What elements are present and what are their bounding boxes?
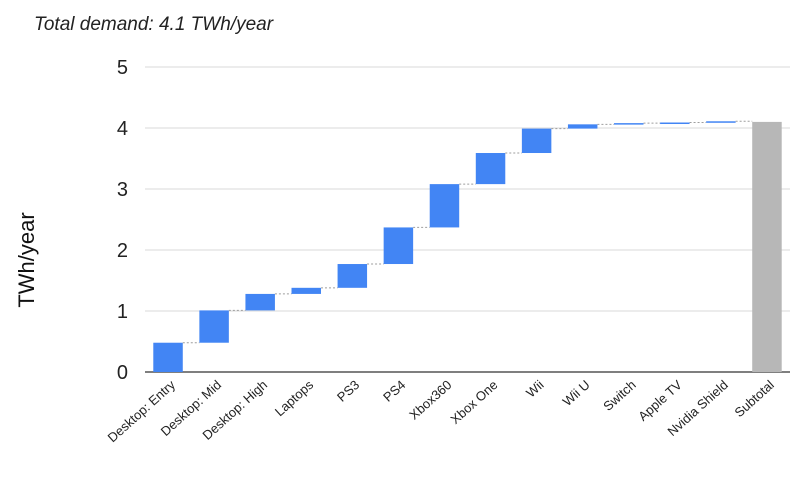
x-tick-label: Xbox One [448,377,501,427]
bar [567,124,598,129]
x-tick-label: PS4 [380,377,408,405]
y-tick-label: 1 [117,301,128,323]
bar [291,287,321,294]
bar [660,122,690,125]
x-tick-label: Wii [523,377,547,400]
y-tick-label: 3 [117,179,128,201]
y-tick-label: 4 [117,118,128,140]
chart-title: Total demand: 4.1 TWh/year [34,14,274,35]
x-tick-label: Subtotal [731,377,777,420]
bar [337,264,368,288]
y-tick-label: 5 [117,57,128,79]
x-tick-label: Laptops [272,377,317,419]
x-tick-label: PS3 [334,377,362,405]
bar [752,121,782,373]
bar [199,310,229,343]
bar [706,121,736,123]
x-tick-label: Wii U [560,377,593,409]
bar [521,128,552,154]
bar [245,293,275,311]
bar [475,153,506,185]
bar [383,227,414,265]
y-tick-label: 0 [117,362,128,384]
y-tick-label: 2 [117,240,128,262]
x-tick-label: Switch [600,377,638,414]
bar [429,184,460,228]
bar [153,342,183,372]
bar [614,123,644,125]
